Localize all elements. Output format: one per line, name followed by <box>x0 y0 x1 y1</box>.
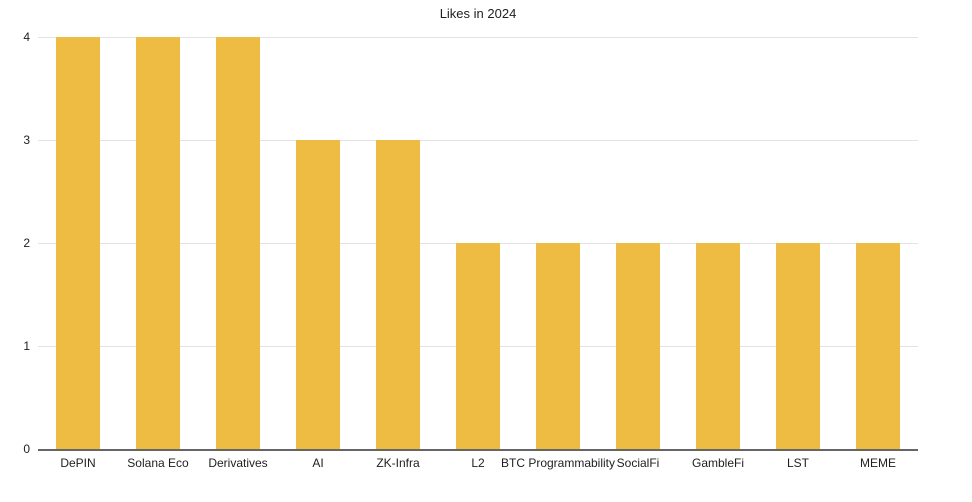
bar <box>216 37 260 449</box>
gridline <box>38 37 918 38</box>
gridline <box>38 140 918 141</box>
x-axis-line <box>38 449 918 451</box>
bar <box>696 243 740 449</box>
bar <box>776 243 820 449</box>
bar <box>296 140 340 449</box>
bar <box>616 243 660 449</box>
x-axis-category-label: L2 <box>471 456 485 470</box>
chart-title: Likes in 2024 <box>439 6 517 21</box>
x-axis-category-label: ZK-Infra <box>376 456 420 470</box>
x-axis-category-label: AI <box>312 456 324 470</box>
x-axis-category-label: Derivatives <box>208 456 268 470</box>
x-axis-category-label: MEME <box>860 456 896 470</box>
bar <box>136 37 180 449</box>
bar <box>376 140 420 449</box>
plot-area <box>38 37 918 451</box>
x-axis-category-label: SocialFi <box>616 456 660 470</box>
y-axis-tick-label: 2 <box>23 236 30 250</box>
x-axis-category-label: Solana Eco <box>127 456 189 470</box>
bar <box>856 243 900 449</box>
y-axis-tick-label: 1 <box>23 339 30 353</box>
y-axis-tick-label: 0 <box>23 442 30 456</box>
bar <box>536 243 580 449</box>
x-axis-category-label: LST <box>786 456 809 470</box>
bar <box>456 243 500 449</box>
x-axis-category-label: BTC Programmability <box>500 456 616 470</box>
y-axis-tick-label: 3 <box>23 133 30 147</box>
y-axis-tick-label: 4 <box>23 30 30 44</box>
bar <box>56 37 100 449</box>
x-axis-category-label: DePIN <box>60 456 96 470</box>
x-axis-category-label: GambleFi <box>691 456 744 470</box>
